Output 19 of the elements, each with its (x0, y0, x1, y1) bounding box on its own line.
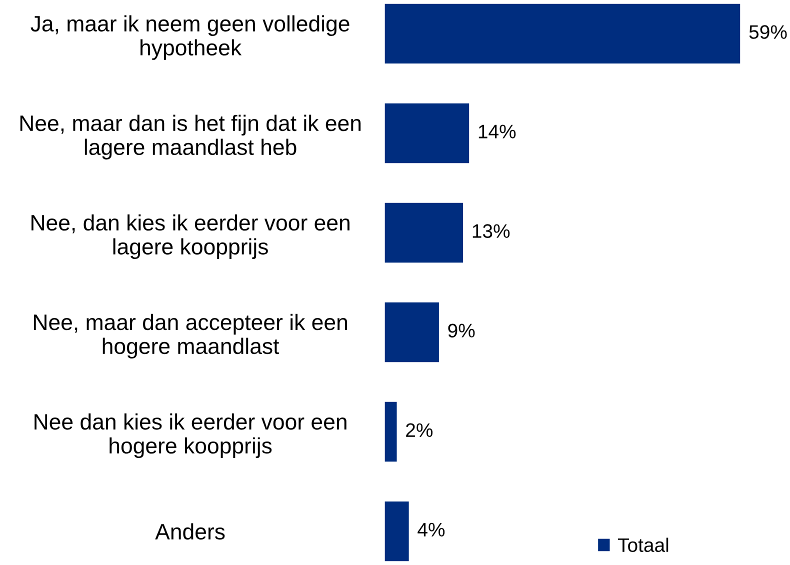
data-label: 4% (418, 522, 445, 536)
bar (384, 402, 397, 462)
bar (384, 4, 740, 64)
y-tick-label: Nee, maar dan is het fijn dat ik een lagere maandlast heb (20, 114, 361, 160)
legend-label: Totaal (618, 538, 668, 552)
data-label: 13% (472, 224, 510, 238)
data-label: 2% (406, 423, 433, 437)
bar (384, 202, 464, 263)
data-label: 59% (749, 25, 787, 39)
bar (384, 103, 470, 164)
y-tick-label: Anders (155, 523, 225, 540)
y-tick-label: Nee dan kies ik eerder voor een hogere koopprijs (34, 413, 346, 458)
data-label: 14% (478, 124, 516, 138)
bar (384, 302, 439, 362)
y-tick-label: Nee, maar dan accepteer ik een hogere maandlast (34, 314, 347, 359)
data-label: 9% (448, 324, 475, 338)
bar (384, 501, 409, 562)
y-tick-label: Nee, dan kies ik eerder voor een lagere koopprijs (32, 214, 350, 259)
y-tick-label: Ja, maar ik neem geen volledige hypotheek (30, 15, 350, 60)
